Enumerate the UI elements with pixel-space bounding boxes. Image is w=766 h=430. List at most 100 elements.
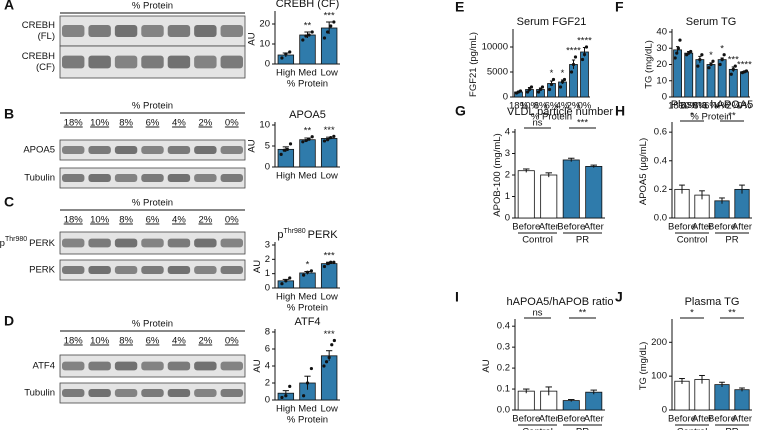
row-label-base: p — [0, 238, 5, 249]
blot-band — [194, 55, 217, 69]
bar — [562, 159, 580, 219]
blot-band — [220, 55, 243, 69]
data-point — [718, 62, 722, 67]
data-point — [720, 58, 724, 62]
blot-band — [114, 174, 138, 182]
data-point — [322, 36, 327, 40]
data-point — [527, 87, 532, 92]
data-point — [673, 56, 677, 60]
y-tick-label: 10 — [259, 39, 270, 50]
y-axis-label: AU — [481, 359, 492, 372]
panel-letter: B — [4, 106, 14, 122]
bar — [320, 138, 338, 168]
lane-label: 18% — [64, 215, 84, 226]
y-tick-label: 0.3 — [497, 342, 510, 353]
y-tick-label: 0 — [505, 213, 510, 224]
significance: * — [720, 43, 724, 54]
x-tick-label: Before — [512, 222, 540, 233]
panel-letter: D — [4, 313, 14, 329]
blot-band — [220, 266, 243, 274]
data-point — [580, 57, 585, 62]
x-tick-label: Before — [708, 222, 736, 233]
blot-band — [114, 361, 138, 371]
blot-band — [141, 146, 164, 154]
blot-header: % Protein — [132, 101, 173, 112]
significance: ** — [304, 125, 312, 136]
x-tick-label: 4% — [556, 101, 570, 112]
significance: *** — [324, 329, 335, 340]
chart-title-rest: PERK — [308, 229, 339, 241]
row-label: CREBH — [22, 20, 55, 31]
blot-band — [194, 174, 217, 182]
chart-title: Plasma TG — [685, 296, 740, 308]
x-tick-label: Before — [557, 414, 585, 425]
y-axis-label: AU — [247, 32, 258, 45]
y-tick-label: 0 — [265, 59, 270, 70]
blot-band — [167, 55, 191, 69]
x-tick-label: High — [276, 292, 296, 303]
group-label: Control — [677, 235, 708, 246]
blot-band — [220, 389, 243, 397]
x-tick-label: Low — [320, 171, 338, 182]
x-tick-label: Med — [298, 68, 316, 79]
x-tick-label: High — [276, 68, 296, 79]
blot-band — [114, 55, 138, 69]
bar — [674, 380, 690, 411]
data-point — [305, 381, 310, 385]
blot-band — [220, 146, 243, 154]
x-tick-label: 10% — [679, 101, 699, 112]
chart-title: APOA5 — [289, 109, 326, 121]
group-label: Control — [522, 235, 553, 246]
x-tick-label: Med — [298, 171, 316, 182]
comparison-label: ns — [532, 308, 542, 319]
y-axis-label: AU — [247, 139, 258, 152]
panel-letter: F — [615, 0, 624, 15]
group-label: PR — [725, 427, 738, 430]
x-tick-label: 6% — [704, 101, 718, 112]
blot-band — [114, 389, 138, 397]
data-point — [329, 24, 333, 28]
data-point — [676, 46, 680, 50]
data-point — [284, 52, 288, 56]
significance: * — [550, 68, 554, 79]
blot-band — [167, 361, 191, 371]
data-point — [326, 262, 330, 266]
data-point — [698, 58, 702, 62]
data-point — [322, 139, 327, 143]
data-point — [332, 134, 336, 138]
panel-letter: G — [455, 103, 466, 119]
blot-band — [62, 25, 85, 37]
row-label: (CF) — [36, 62, 55, 73]
data-point — [729, 72, 733, 76]
significance: *** — [728, 55, 739, 66]
data-point — [573, 55, 578, 59]
data-point — [558, 85, 563, 89]
blot-band — [62, 146, 85, 154]
data-point — [332, 338, 336, 343]
data-point — [326, 30, 330, 34]
y-tick-label: 0 — [265, 283, 270, 294]
data-point — [288, 142, 293, 146]
group-label: PR — [576, 235, 589, 246]
data-point — [302, 273, 306, 277]
y-tick-label: 100 — [651, 371, 667, 382]
blot-band — [194, 25, 217, 37]
row-label: pThr980 PERK — [0, 236, 56, 249]
y-tick-label: 10 — [259, 120, 270, 131]
row-label: CREBH — [22, 51, 55, 62]
data-point — [282, 148, 286, 152]
chart-title: hAPOA5/hAPOB ratio — [507, 296, 614, 308]
blot-header: % Protein — [132, 1, 173, 12]
x-tick-label: Low — [320, 404, 338, 415]
blot-band — [62, 174, 85, 182]
chart-title: ATF4 — [294, 316, 320, 328]
data-point — [301, 140, 305, 144]
data-point — [332, 20, 336, 24]
x-tick-label: Before — [512, 414, 540, 425]
lane-label: 18% — [64, 118, 84, 129]
data-point — [549, 82, 554, 87]
y-tick-label: 6 — [265, 344, 270, 355]
y-tick-label: 0.2 — [497, 363, 510, 374]
blot-band — [220, 174, 243, 182]
lane-label: 8% — [119, 215, 133, 226]
